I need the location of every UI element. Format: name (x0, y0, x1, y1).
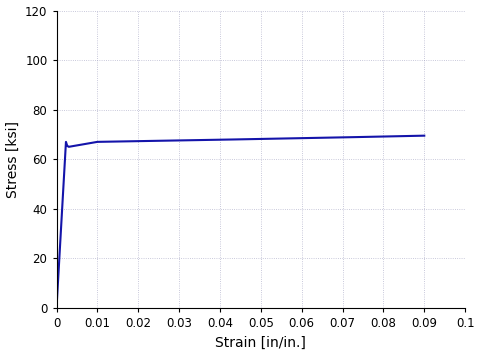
Y-axis label: Stress [ksi]: Stress [ksi] (6, 121, 20, 198)
X-axis label: Strain [in/in.]: Strain [in/in.] (216, 335, 306, 349)
